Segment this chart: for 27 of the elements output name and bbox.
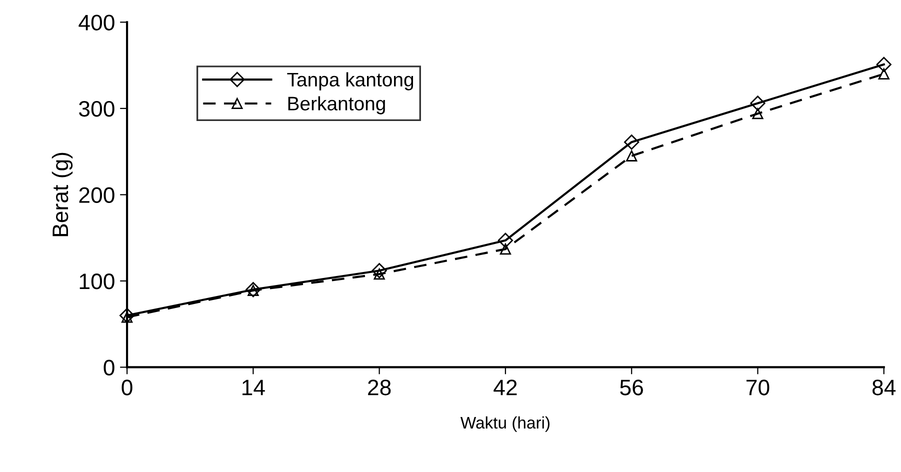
legend-label: Tanpa kantong [287, 72, 414, 90]
x-tick-label: 42 [494, 380, 517, 396]
x-tick-label: 70 [746, 380, 770, 396]
y-tick-label: 200 [79, 187, 114, 203]
point [878, 68, 890, 80]
point [624, 134, 640, 150]
point [119, 308, 135, 324]
point [372, 263, 387, 278]
point [121, 312, 133, 323]
x-tick-label: 56 [620, 380, 643, 396]
x-tick-label: 14 [242, 380, 265, 396]
point [876, 56, 892, 72]
point [626, 150, 638, 162]
x-tick-label: 0 [122, 380, 132, 396]
point [500, 243, 512, 255]
x-axis-title: Waktu (hari) [460, 416, 550, 432]
point [750, 96, 766, 111]
y-tick-label: 400 [78, 14, 114, 30]
point [498, 232, 514, 248]
y-tick-label: 300 [79, 100, 114, 117]
legend-label: Berkantong [288, 96, 385, 114]
y-tick-label: 100 [80, 273, 114, 290]
x-tick-label: 84 [872, 380, 896, 396]
y-tick-label: 0 [104, 360, 114, 376]
point [752, 108, 764, 120]
x-tick-label: 28 [368, 380, 391, 396]
y-axis-title: Berat (g) [52, 152, 73, 236]
